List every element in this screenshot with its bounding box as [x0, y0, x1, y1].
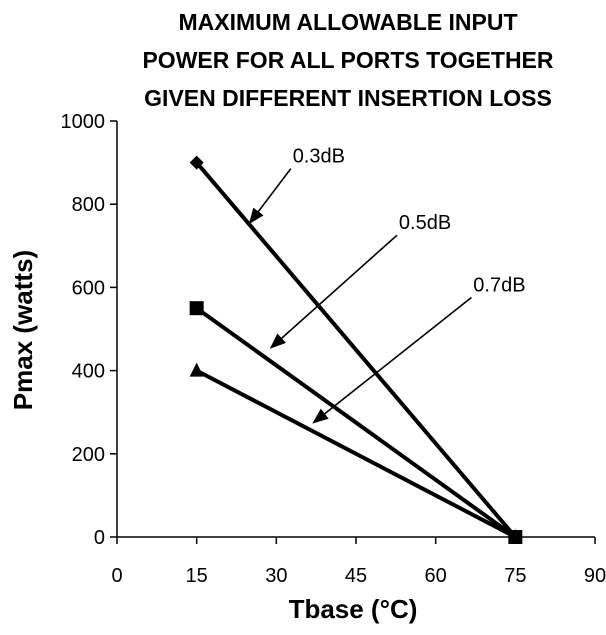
y-tick-label: 0	[94, 527, 105, 549]
y-tick-label: 1000	[61, 111, 106, 133]
data-point-triangle	[508, 529, 523, 543]
data-point-diamond	[189, 155, 204, 170]
x-axis-label: Tbase (°C)	[289, 594, 418, 624]
y-axis-label: Pmax (watts)	[8, 250, 38, 410]
data-point-square	[189, 301, 204, 316]
x-tick-label: 45	[345, 565, 367, 587]
series-group	[189, 155, 523, 544]
chart-title-line-1: MAXIMUM ALLOWABLE INPUT	[178, 9, 517, 35]
x-tick-label: 90	[584, 565, 606, 587]
x-tick-label: 60	[425, 565, 447, 587]
series-line-3	[195, 368, 517, 539]
annotations: 0.3dB 0.5dB 0.7dB	[248, 146, 526, 424]
series-line-1	[195, 161, 517, 539]
data-point-triangle	[189, 362, 204, 377]
annotation-arrow	[269, 234, 398, 349]
axes	[110, 120, 596, 544]
annotation-arrow	[248, 168, 292, 225]
tick-labels: 0 200 400 600 800 1000 0 15 30 45 60 75 90	[61, 111, 606, 587]
annotation-label: 0.3dB	[293, 146, 345, 168]
x-tick-label: 0	[111, 565, 122, 587]
annotation-arrow	[312, 296, 472, 424]
y-tick-label: 200	[72, 444, 105, 466]
chart-title: MAXIMUM ALLOWABLE INPUT POWER FOR ALL PO…	[142, 9, 553, 111]
x-tick-label: 15	[186, 565, 208, 587]
annotation-label: 0.7dB	[473, 275, 525, 297]
chart-title-line-2: POWER FOR ALL PORTS TOGETHER	[142, 47, 553, 73]
y-tick-label: 600	[72, 277, 105, 299]
series-line-2	[195, 306, 517, 539]
annotation-label: 0.5dB	[399, 212, 451, 234]
chart-title-line-3: GIVEN DIFFERENT INSERTION LOSS	[144, 85, 552, 111]
y-tick-label: 800	[72, 194, 105, 216]
x-tick-label: 75	[504, 565, 526, 587]
x-tick-label: 30	[265, 565, 287, 587]
y-tick-label: 400	[72, 361, 105, 383]
